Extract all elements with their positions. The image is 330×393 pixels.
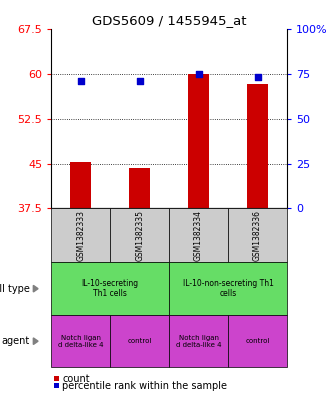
- Text: control: control: [127, 338, 152, 344]
- Bar: [188, 73, 209, 208]
- Text: agent: agent: [1, 336, 30, 346]
- Point: [255, 74, 260, 80]
- Text: Notch ligan
d delta-like 4: Notch ligan d delta-like 4: [58, 335, 103, 348]
- Title: GDS5609 / 1455945_at: GDS5609 / 1455945_at: [92, 14, 247, 27]
- Point: [78, 78, 83, 84]
- Text: count: count: [62, 374, 90, 384]
- Text: GSM1382333: GSM1382333: [76, 210, 85, 261]
- Bar: [247, 84, 268, 208]
- Polygon shape: [33, 338, 38, 345]
- Text: control: control: [246, 338, 270, 344]
- Text: percentile rank within the sample: percentile rank within the sample: [62, 381, 227, 391]
- Bar: [129, 168, 150, 208]
- Point: [137, 78, 142, 84]
- Bar: [70, 162, 91, 208]
- Text: IL-10-secreting
Th1 cells: IL-10-secreting Th1 cells: [82, 279, 139, 298]
- Text: Notch ligan
d delta-like 4: Notch ligan d delta-like 4: [176, 335, 221, 348]
- Text: cell type: cell type: [0, 284, 30, 294]
- Text: IL-10-non-secreting Th1
cells: IL-10-non-secreting Th1 cells: [183, 279, 274, 298]
- Text: GSM1382335: GSM1382335: [135, 210, 144, 261]
- Point: [196, 71, 201, 77]
- Text: GSM1382334: GSM1382334: [194, 210, 203, 261]
- Text: GSM1382336: GSM1382336: [253, 210, 262, 261]
- Polygon shape: [33, 285, 38, 292]
